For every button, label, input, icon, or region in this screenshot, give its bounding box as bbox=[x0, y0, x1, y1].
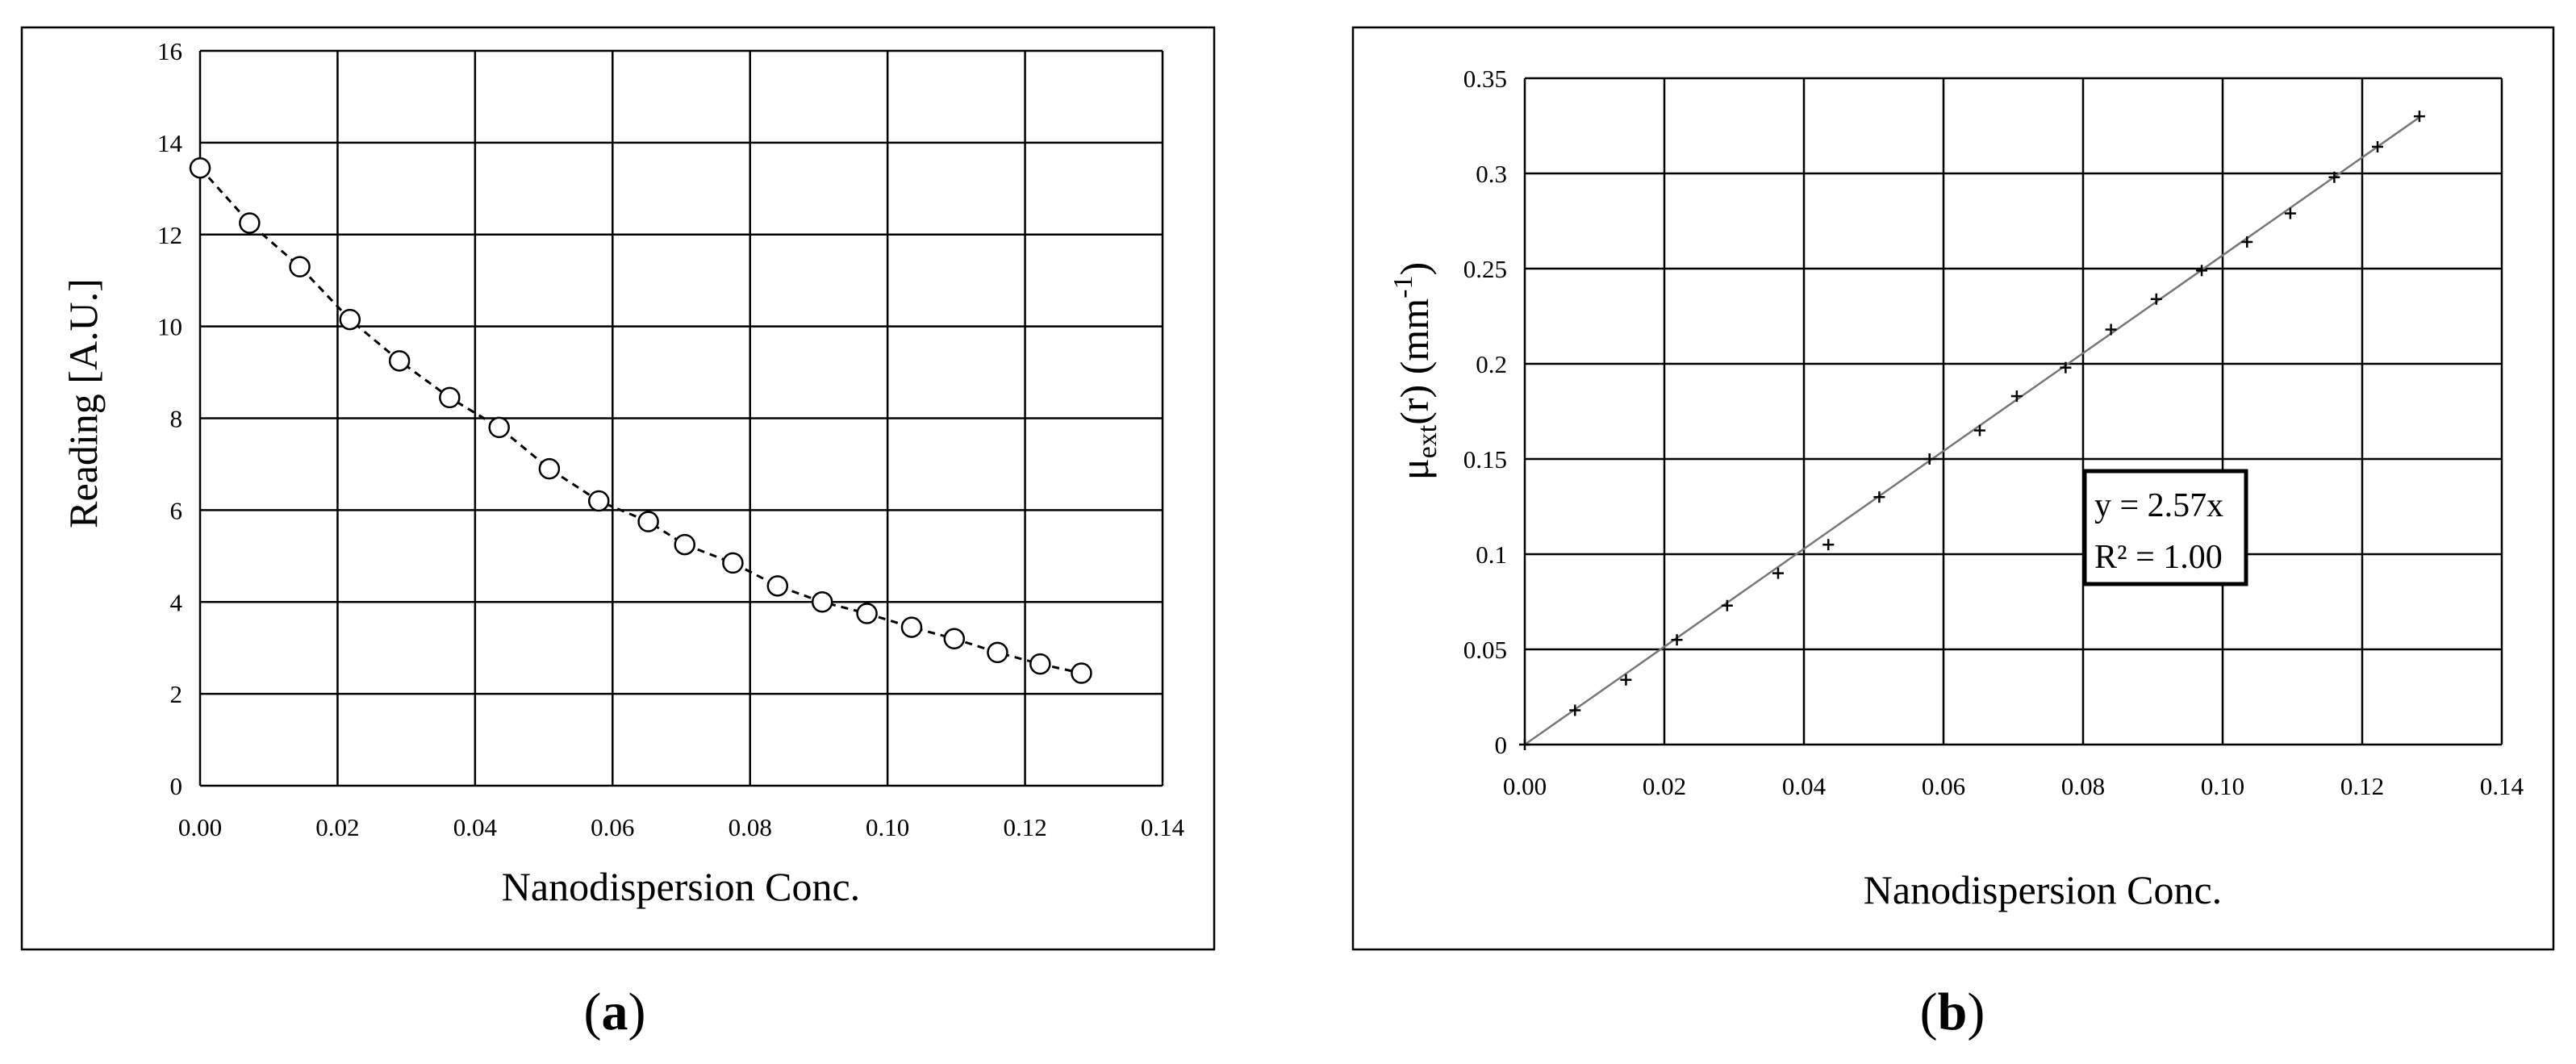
x-tick-label: 0.02 bbox=[315, 813, 359, 841]
chart-a-frame bbox=[20, 26, 1216, 951]
y-tick-label: 8 bbox=[170, 405, 183, 433]
data-point-marker bbox=[239, 212, 261, 234]
data-point-marker bbox=[2010, 390, 2023, 403]
y-title-mid: (r) (mm bbox=[1392, 298, 1437, 425]
panel-label-b: (b) bbox=[1920, 983, 1985, 1041]
chart-a-markers bbox=[189, 156, 1092, 684]
y-tick-label: 0.35 bbox=[1463, 65, 1507, 93]
data-point-marker bbox=[1873, 491, 1885, 503]
chart-b-x-tick-labels: 0.00 0.02 0.04 0.06 0.08 0.10 0.12 0.14 bbox=[1503, 772, 2524, 800]
equation-line: y = 2.57x bbox=[2094, 487, 2223, 524]
data-point-marker bbox=[1923, 453, 1935, 465]
chart-b-y-tick-labels: 0 0.05 0.1 0.15 0.2 0.25 0.3 0.35 bbox=[1463, 65, 1507, 759]
x-tick-label: 0.04 bbox=[1782, 772, 1827, 800]
data-point-marker bbox=[2372, 140, 2384, 152]
chart-a-y-axis-title: Reading [A.U.] bbox=[61, 278, 106, 528]
x-tick-label: 0.04 bbox=[453, 813, 498, 841]
x-tick-label: 0.08 bbox=[729, 813, 772, 841]
y-title-mu: μ bbox=[1392, 458, 1437, 480]
y-tick-label: 0.05 bbox=[1463, 636, 1507, 664]
y-tick-label: 0.3 bbox=[1476, 160, 1507, 188]
chart-a-x-axis-title: Nanodispersion Conc. bbox=[502, 864, 860, 909]
y-tick-label: 0 bbox=[1495, 731, 1508, 759]
data-point-marker bbox=[1822, 539, 1835, 551]
data-point-marker bbox=[811, 591, 833, 613]
chart-a-x-tick-labels: 0.00 0.02 0.04 0.06 0.08 0.10 0.12 0.14 bbox=[178, 813, 1185, 841]
data-point-marker bbox=[2241, 236, 2253, 248]
y-title-sub: ext bbox=[1413, 424, 1442, 458]
data-point-marker bbox=[637, 511, 659, 532]
data-point-marker bbox=[2284, 207, 2296, 219]
data-point-marker bbox=[722, 552, 744, 574]
data-point-marker bbox=[2105, 323, 2117, 336]
data-point-marker bbox=[674, 533, 696, 556]
data-point-marker bbox=[538, 457, 561, 480]
data-point-marker bbox=[488, 416, 510, 439]
y-tick-label: 14 bbox=[157, 129, 183, 157]
x-tick-label: 0.06 bbox=[591, 813, 634, 841]
data-point-marker bbox=[388, 350, 411, 372]
y-tick-label: 0.15 bbox=[1463, 445, 1507, 474]
panel-label-a: (a) bbox=[584, 983, 646, 1041]
y-tick-label: 4 bbox=[170, 588, 183, 616]
chart-b: 00.050.10.150.20.250.30.35 0.00 0.02 0.04 0… bbox=[1351, 26, 2555, 951]
data-point-marker bbox=[1721, 599, 1733, 611]
data-point-marker bbox=[2060, 361, 2072, 373]
y-tick-label: 0.1 bbox=[1476, 540, 1507, 569]
data-point-marker bbox=[2328, 171, 2340, 183]
y-tick-label: 0.2 bbox=[1476, 350, 1507, 378]
y-tick-label: 0 bbox=[170, 772, 183, 800]
chart-b-equation-box: y = 2.57x R² = 1.00 bbox=[2082, 469, 2248, 586]
data-point-marker bbox=[1671, 634, 1683, 646]
y-tick-label: 12 bbox=[157, 221, 182, 249]
data-point-marker bbox=[1973, 424, 1985, 436]
x-tick-label: 0.06 bbox=[1922, 772, 1965, 800]
data-point-marker bbox=[1772, 567, 1784, 579]
y-title-end: ) bbox=[1392, 262, 1437, 276]
data-point-marker bbox=[587, 490, 610, 512]
data-point-marker bbox=[339, 308, 361, 331]
x-tick-label: 0.00 bbox=[178, 813, 222, 841]
data-point-marker bbox=[856, 603, 878, 624]
data-point-marker bbox=[1569, 704, 1581, 716]
data-point-marker bbox=[1620, 674, 1632, 686]
x-tick-label: 0.08 bbox=[2061, 772, 2105, 800]
chart-b-markers bbox=[1519, 111, 2425, 750]
x-tick-label: 0.12 bbox=[2340, 772, 2384, 800]
chart-b-x-axis-title: Nanodispersion Conc. bbox=[1864, 867, 2222, 912]
r-squared-line: R² = 1.00 bbox=[2094, 539, 2223, 576]
data-point-marker bbox=[2150, 293, 2162, 305]
x-tick-label: 0.00 bbox=[1503, 772, 1547, 800]
data-point-marker bbox=[1071, 662, 1092, 684]
data-point-marker bbox=[900, 616, 923, 638]
x-tick-label: 0.02 bbox=[1643, 772, 1686, 800]
x-tick-label: 0.14 bbox=[1141, 813, 1185, 841]
data-point-marker bbox=[1519, 739, 1530, 750]
chart-b-y-axis-title: μext(r) (mm-1) bbox=[1388, 262, 1442, 480]
y-tick-label: 6 bbox=[170, 496, 183, 524]
chart-b-frame bbox=[1351, 26, 2555, 951]
x-tick-label: 0.10 bbox=[866, 813, 909, 841]
y-tick-label: 0.25 bbox=[1463, 255, 1507, 283]
y-tick-label: 10 bbox=[157, 313, 182, 341]
y-tick-label: 2 bbox=[170, 680, 183, 708]
y-title-sup: -1 bbox=[1388, 276, 1418, 298]
data-point-marker bbox=[943, 628, 966, 650]
data-point-marker bbox=[189, 156, 211, 179]
chart-b-grid bbox=[1523, 77, 2503, 746]
data-point-marker bbox=[289, 256, 311, 277]
data-point-marker bbox=[1029, 653, 1051, 675]
data-point-marker bbox=[766, 575, 789, 597]
data-point-marker bbox=[439, 386, 461, 409]
x-tick-label: 0.10 bbox=[2201, 772, 2244, 800]
data-point-marker bbox=[2196, 265, 2208, 277]
chart-a-y-tick-labels: 0 2 4 6 8 10 12 14 16 bbox=[157, 37, 183, 800]
y-tick-label: 16 bbox=[157, 37, 182, 65]
x-tick-label: 0.12 bbox=[1003, 813, 1046, 841]
x-tick-label: 0.14 bbox=[2480, 772, 2524, 800]
data-point-marker bbox=[987, 641, 1008, 664]
data-point-marker bbox=[2413, 111, 2425, 123]
